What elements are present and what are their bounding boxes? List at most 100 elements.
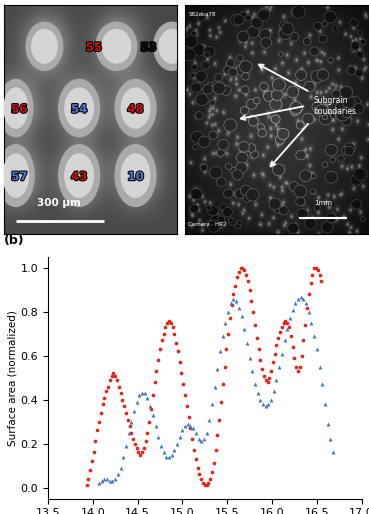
Ellipse shape [238,141,249,152]
Ellipse shape [332,90,341,98]
Point [85,475,91,483]
Ellipse shape [236,152,248,163]
Ellipse shape [197,14,205,22]
Ellipse shape [121,88,150,128]
Point [259,365,265,373]
Point [177,433,183,441]
Ellipse shape [275,135,285,144]
Point [238,264,244,272]
Point [300,295,306,303]
Point [189,435,195,444]
Point [104,475,110,483]
Point [273,376,279,384]
Ellipse shape [210,215,223,227]
Point [276,363,282,371]
Point [315,266,321,274]
Ellipse shape [237,221,242,225]
Ellipse shape [350,19,358,27]
Point [147,402,153,411]
Ellipse shape [294,185,307,197]
Ellipse shape [296,121,304,129]
Point [114,376,120,384]
Ellipse shape [358,30,362,34]
Ellipse shape [325,171,338,183]
Point [295,295,301,303]
Point [152,422,158,430]
Ellipse shape [342,107,352,118]
Point [277,327,283,336]
Ellipse shape [218,88,224,94]
Point [263,402,269,411]
Ellipse shape [259,82,268,91]
Point [166,317,172,325]
Ellipse shape [289,181,299,191]
Point [143,437,149,446]
Text: 57: 57 [11,170,27,183]
Ellipse shape [228,217,236,225]
Ellipse shape [242,73,249,80]
Ellipse shape [195,94,208,106]
Ellipse shape [331,114,336,118]
Point [241,266,247,274]
Ellipse shape [224,65,234,75]
Point [145,393,151,401]
Point [110,369,116,377]
Point [225,330,231,338]
Point [180,380,186,389]
Point [268,367,274,375]
Point [87,466,93,474]
Point [142,389,148,397]
Ellipse shape [322,162,328,168]
Point [94,427,100,435]
Point [292,299,298,307]
Point [288,332,294,340]
Point [290,306,296,314]
Text: 55: 55 [86,41,102,54]
Ellipse shape [247,26,259,38]
Point [261,372,267,380]
Ellipse shape [227,59,235,67]
Point [112,372,118,380]
Ellipse shape [239,12,248,20]
Ellipse shape [192,64,198,70]
Point [204,481,210,489]
Ellipse shape [246,99,257,109]
Ellipse shape [355,69,363,77]
Point [182,422,188,430]
Ellipse shape [282,23,294,34]
Ellipse shape [273,204,283,213]
Ellipse shape [4,88,28,128]
Ellipse shape [102,29,131,63]
Ellipse shape [297,209,308,219]
Ellipse shape [32,29,57,63]
Point [265,400,271,408]
Point [260,400,266,408]
Ellipse shape [225,163,232,170]
Point [120,453,126,461]
Point [154,367,159,375]
Point [179,427,185,435]
Ellipse shape [218,152,223,157]
Point [200,479,206,487]
Point [302,321,308,329]
Point [292,354,297,362]
Ellipse shape [231,14,242,25]
Point [319,380,325,389]
Point [137,451,143,459]
Point [193,455,199,463]
Ellipse shape [236,64,248,76]
Ellipse shape [184,35,198,47]
Ellipse shape [258,9,270,21]
Ellipse shape [326,213,336,223]
Ellipse shape [253,97,260,104]
Point [155,433,161,441]
Point [216,415,222,424]
Point [297,363,303,371]
Point [281,319,287,327]
Ellipse shape [218,139,229,150]
Ellipse shape [217,177,226,187]
Point [308,279,314,287]
Point [244,339,250,347]
Ellipse shape [317,69,329,80]
Ellipse shape [240,185,251,196]
